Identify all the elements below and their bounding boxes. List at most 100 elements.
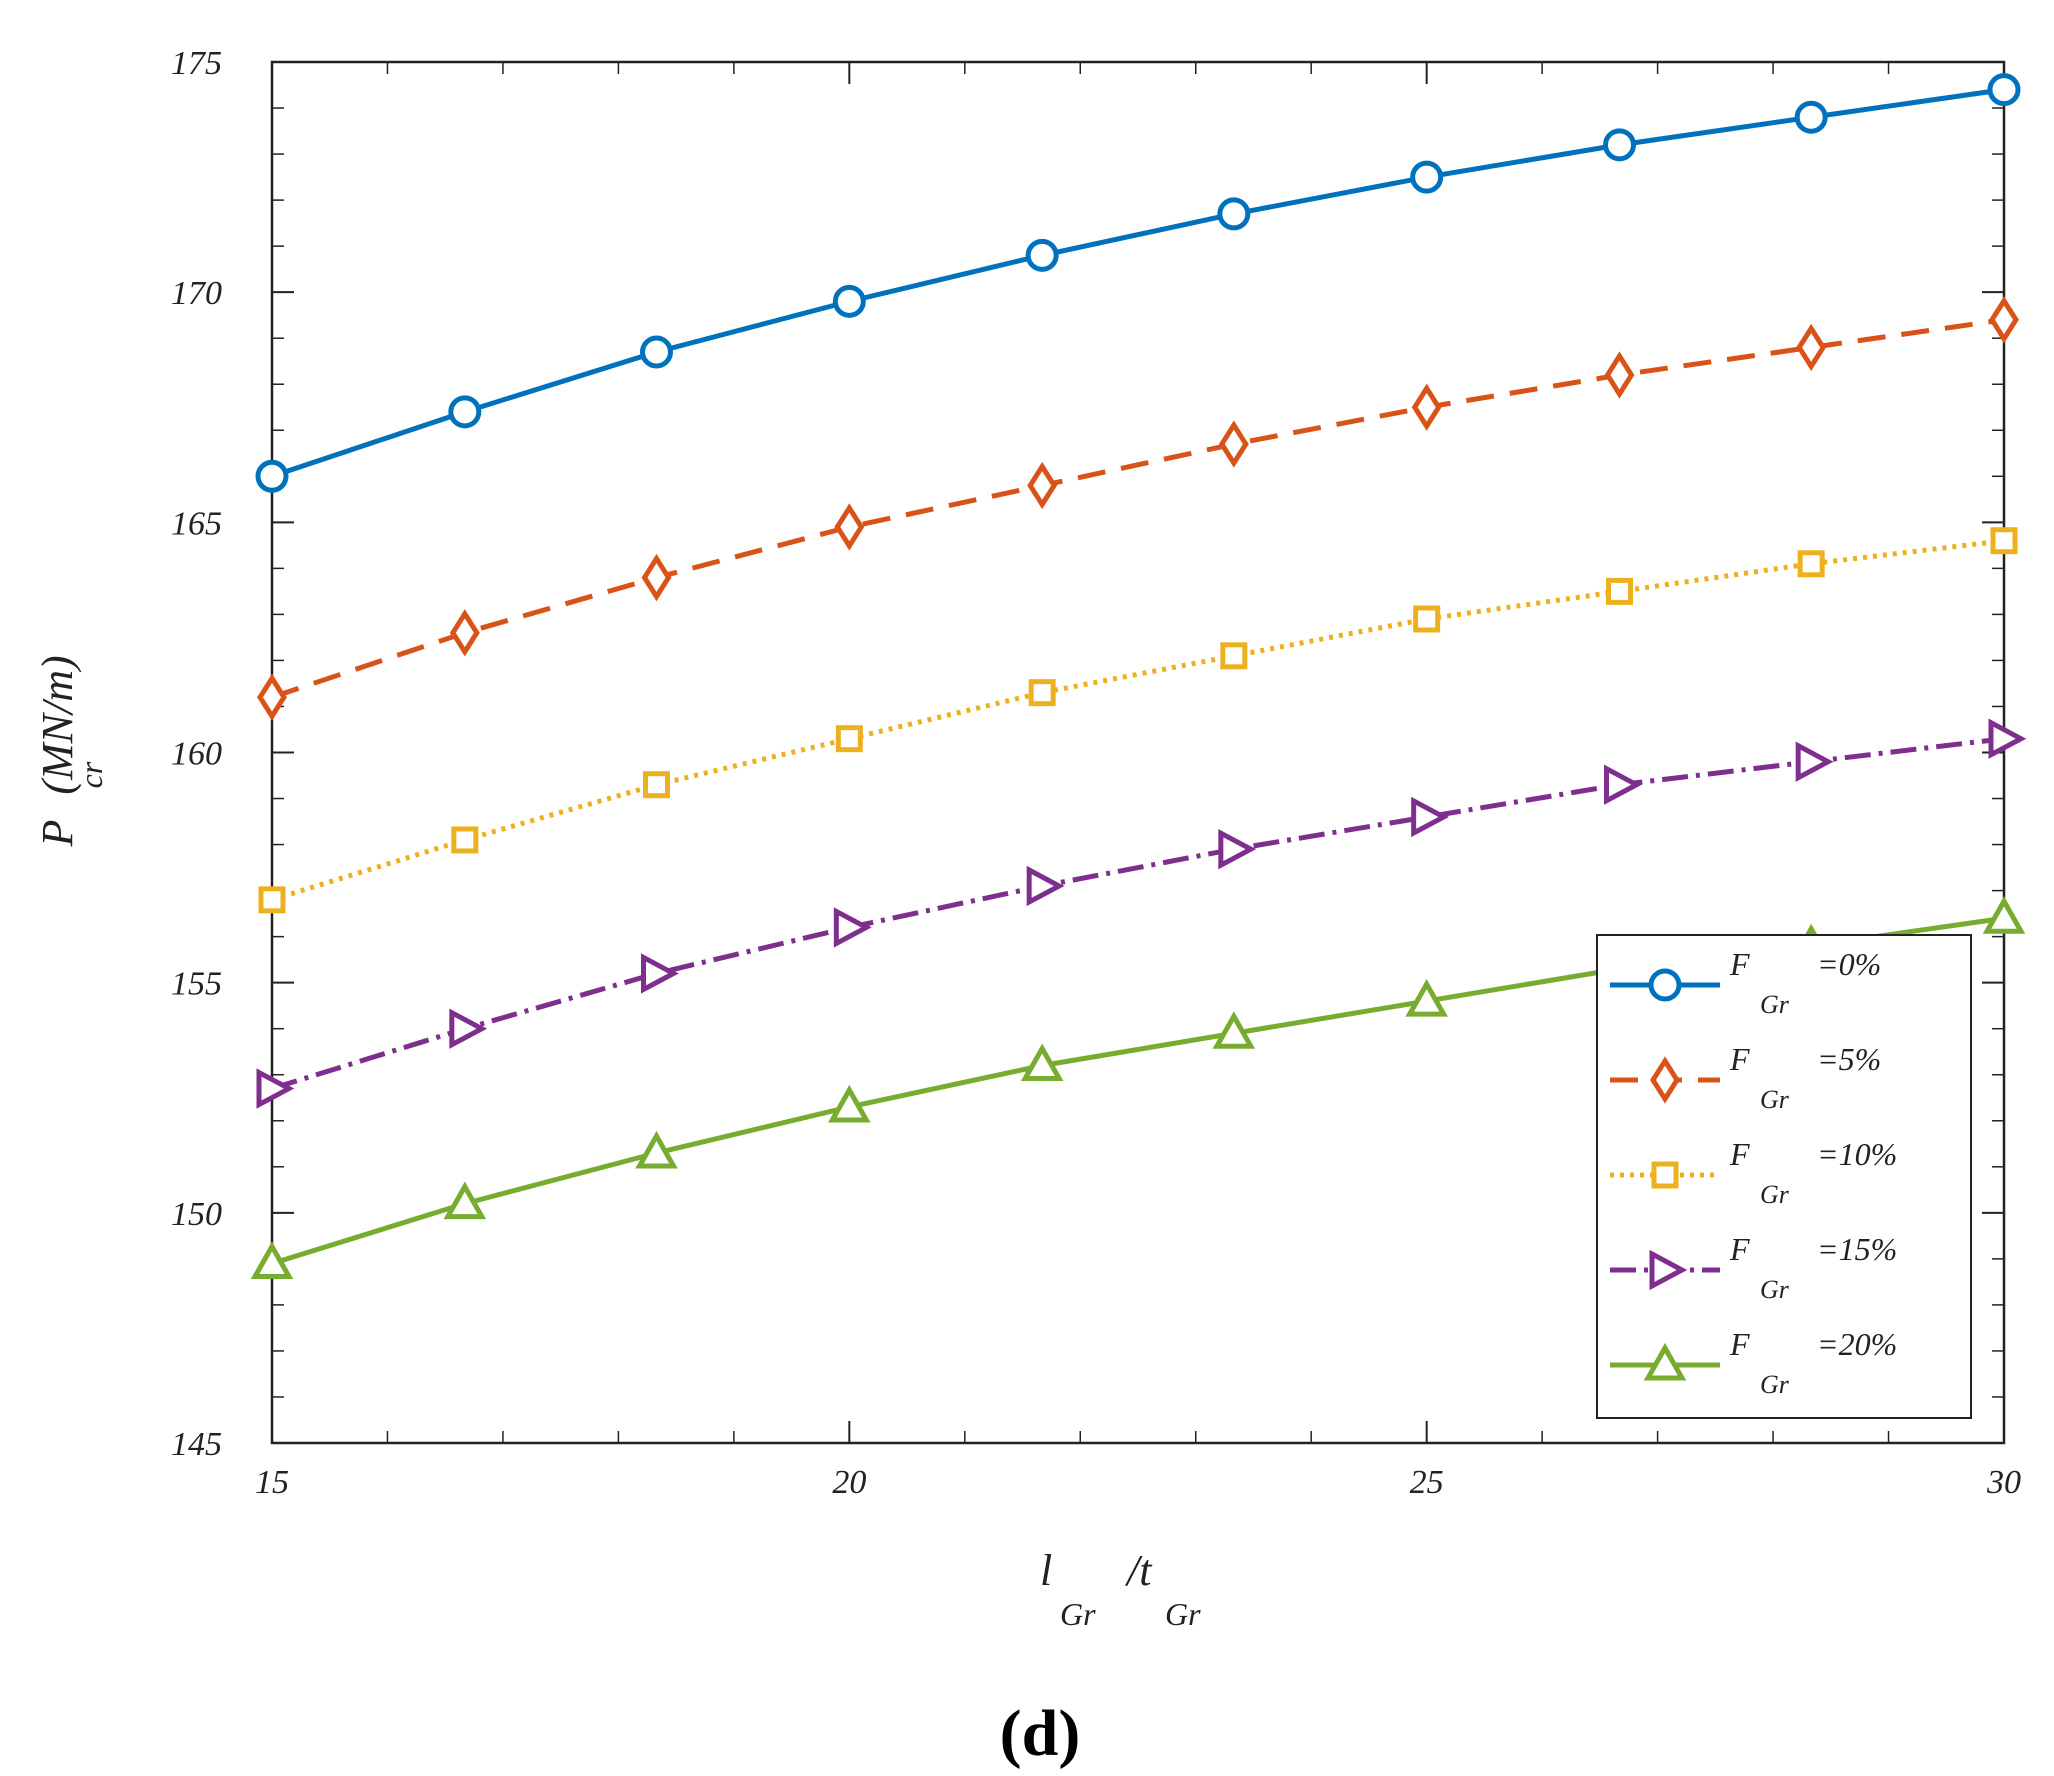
data-point bbox=[1026, 865, 1065, 907]
x-axis-ticks: 15 20 25 30 bbox=[255, 62, 2021, 1501]
data-point bbox=[1605, 577, 1633, 605]
data-point bbox=[1020, 1043, 1064, 1082]
data-point bbox=[1989, 296, 2019, 344]
x-axis-label: l Gr /t Gr bbox=[1040, 1546, 1201, 1632]
data-point bbox=[1796, 323, 1827, 372]
x-tick-label: 20 bbox=[832, 1464, 866, 1501]
legend-label-value: =15% bbox=[1817, 1231, 1897, 1267]
data-point bbox=[835, 725, 863, 753]
data-point bbox=[449, 1008, 488, 1049]
data-point bbox=[643, 771, 671, 799]
data-point bbox=[449, 609, 480, 657]
data-point bbox=[1218, 420, 1249, 468]
data-point bbox=[832, 284, 866, 318]
data-point bbox=[1220, 642, 1248, 670]
data-point bbox=[1411, 383, 1442, 431]
x-tick-label: 15 bbox=[255, 1464, 289, 1501]
y-axis-label: Pcr(MN/m) bbox=[33, 655, 109, 847]
data-point bbox=[1413, 605, 1441, 633]
data-point bbox=[1218, 829, 1257, 870]
y-tick-label: 175 bbox=[171, 45, 222, 82]
series-layer bbox=[250, 73, 2027, 1279]
x-axis-label-main1: l bbox=[1040, 1546, 1052, 1595]
x-axis-label-sub2: Gr bbox=[1165, 1596, 1201, 1632]
data-point bbox=[1797, 550, 1825, 578]
data-point bbox=[451, 826, 479, 854]
data-point bbox=[1602, 128, 1636, 162]
legend-label-value: =0% bbox=[1817, 946, 1881, 982]
data-point bbox=[1027, 461, 1058, 510]
data-point bbox=[1411, 796, 1449, 838]
series-3 bbox=[256, 718, 2027, 1109]
series-line bbox=[271, 317, 2005, 700]
legend-label-value: =5% bbox=[1817, 1041, 1881, 1077]
legend-label-sub: Gr bbox=[1760, 990, 1790, 1019]
legend-marker-swatch bbox=[1643, 1342, 1687, 1381]
data-point bbox=[1025, 238, 1059, 272]
y-tick-label: 155 bbox=[171, 966, 222, 1003]
y-axis-label-main: P bbox=[33, 820, 82, 848]
series-1 bbox=[257, 296, 2019, 721]
data-point bbox=[1795, 741, 1834, 782]
data-point bbox=[258, 886, 286, 914]
y-tick-label: 165 bbox=[171, 505, 222, 542]
data-point bbox=[1603, 764, 1642, 805]
data-point bbox=[443, 1181, 487, 1220]
legend-entry: F Gr =10% bbox=[1610, 1136, 1897, 1209]
legend-label-main: F bbox=[1729, 946, 1750, 982]
data-point bbox=[641, 553, 672, 602]
data-point bbox=[448, 395, 482, 429]
legend: F Gr =0% F Gr =5% F Gr =10% F Gr =15% F Gr =20% bbox=[1596, 934, 1972, 1419]
svg-text:Pcr(MN/m): Pcr(MN/m) bbox=[33, 655, 109, 847]
legend-label-value: =10% bbox=[1817, 1136, 1897, 1172]
y-tick-label: 160 bbox=[171, 736, 222, 773]
legend-label-sub: Gr bbox=[1760, 1085, 1790, 1114]
data-point bbox=[834, 503, 865, 551]
data-point bbox=[1405, 979, 1448, 1017]
series-line bbox=[271, 87, 2005, 479]
data-point bbox=[1028, 679, 1056, 707]
y-tick-label: 170 bbox=[171, 275, 222, 312]
x-axis-label-main2: /t bbox=[1124, 1546, 1153, 1595]
series-4 bbox=[250, 896, 2026, 1279]
legend-marker-swatch bbox=[1649, 1249, 1688, 1291]
data-point bbox=[828, 1084, 871, 1123]
legend-label-value: =20% bbox=[1817, 1326, 1897, 1362]
y-tick-label: 150 bbox=[171, 1196, 222, 1233]
data-point bbox=[1990, 527, 2018, 555]
y-tick-label: 145 bbox=[171, 1426, 222, 1463]
data-point bbox=[1410, 160, 1444, 194]
legend-entry: F Gr =15% bbox=[1610, 1231, 1897, 1304]
legend-label-sub: Gr bbox=[1760, 1275, 1790, 1304]
data-point bbox=[1217, 197, 1251, 231]
legend-label-main: F bbox=[1729, 1041, 1750, 1077]
x-axis-minor-ticks bbox=[386, 62, 1890, 1443]
x-axis-label-sub1: Gr bbox=[1060, 1596, 1096, 1632]
data-point bbox=[255, 459, 289, 493]
legend-label-main: F bbox=[1729, 1231, 1750, 1267]
y-axis-label-unit: (MN/m) bbox=[33, 655, 82, 794]
data-point bbox=[257, 673, 287, 721]
x-tick-label: 30 bbox=[1986, 1464, 2021, 1501]
legend-label-main: F bbox=[1729, 1326, 1750, 1362]
data-point bbox=[1212, 1011, 1256, 1049]
data-point bbox=[1987, 73, 2021, 107]
data-point bbox=[640, 335, 674, 369]
series-line bbox=[271, 538, 2005, 903]
legend-entry: F Gr =0% bbox=[1610, 946, 1881, 1019]
series-2 bbox=[258, 527, 2018, 914]
data-point bbox=[1794, 100, 1828, 134]
legend-entry: F Gr =20% bbox=[1610, 1326, 1897, 1399]
legend-label-main: F bbox=[1729, 1136, 1750, 1172]
y-axis-label-sub: cr bbox=[73, 761, 109, 788]
legend-marker-swatch bbox=[1648, 968, 1682, 1002]
series-0 bbox=[255, 73, 2021, 493]
data-point bbox=[256, 1068, 295, 1109]
x-tick-label: 25 bbox=[1410, 1464, 1444, 1501]
data-point bbox=[635, 1130, 678, 1169]
series-line bbox=[271, 736, 2005, 1091]
y-axis-ticks: 145 150 155 160 165 170 175 bbox=[171, 45, 2004, 1463]
legend-label-sub: Gr bbox=[1760, 1180, 1790, 1209]
data-point bbox=[1982, 896, 2026, 934]
